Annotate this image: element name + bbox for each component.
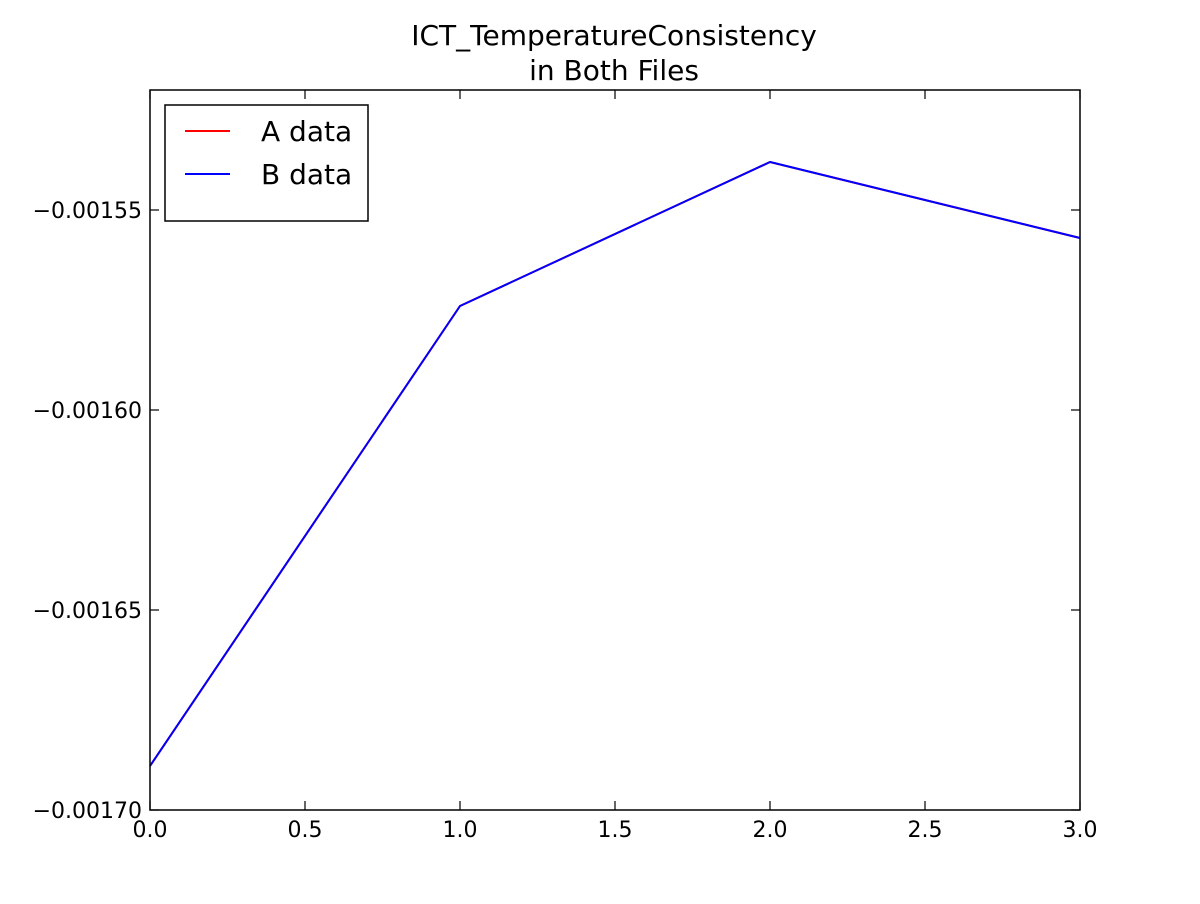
chart-title-line-2: in Both Files [529,54,699,87]
x-tick-label: 1.0 [443,818,478,843]
legend-box [164,104,369,222]
x-tick-label: 1.5 [598,818,633,843]
y-tick-label: −0.00155 [33,199,142,224]
series-line-1 [149,161,1081,767]
legend-label-0: A data [261,115,352,148]
y-tick-label: −0.00170 [33,799,142,824]
x-tick-label: 3.0 [1063,818,1098,843]
chart-title-line-1: ICT_TemperatureConsistency [411,19,817,52]
axis-ticks: 0.0 0.5 1.0 1.5 2.0 2.5 3.0 −0.00170 −0.00165 −0.… [33,90,1098,843]
series-lines [149,161,1081,767]
x-tick-label: 2.5 [908,818,943,843]
x-tick-label: 0.0 [133,818,168,843]
legend-label-1: B data [261,158,352,191]
legend: A data B data [164,104,369,222]
y-tick-label: −0.00165 [33,599,142,624]
x-tick-label: 2.0 [753,818,788,843]
x-tick-label: 0.5 [288,818,323,843]
y-tick-label: −0.00160 [33,399,142,424]
series-line-0 [149,161,1081,767]
chart-title: ICT_TemperatureConsistency in Both Files [411,19,817,87]
